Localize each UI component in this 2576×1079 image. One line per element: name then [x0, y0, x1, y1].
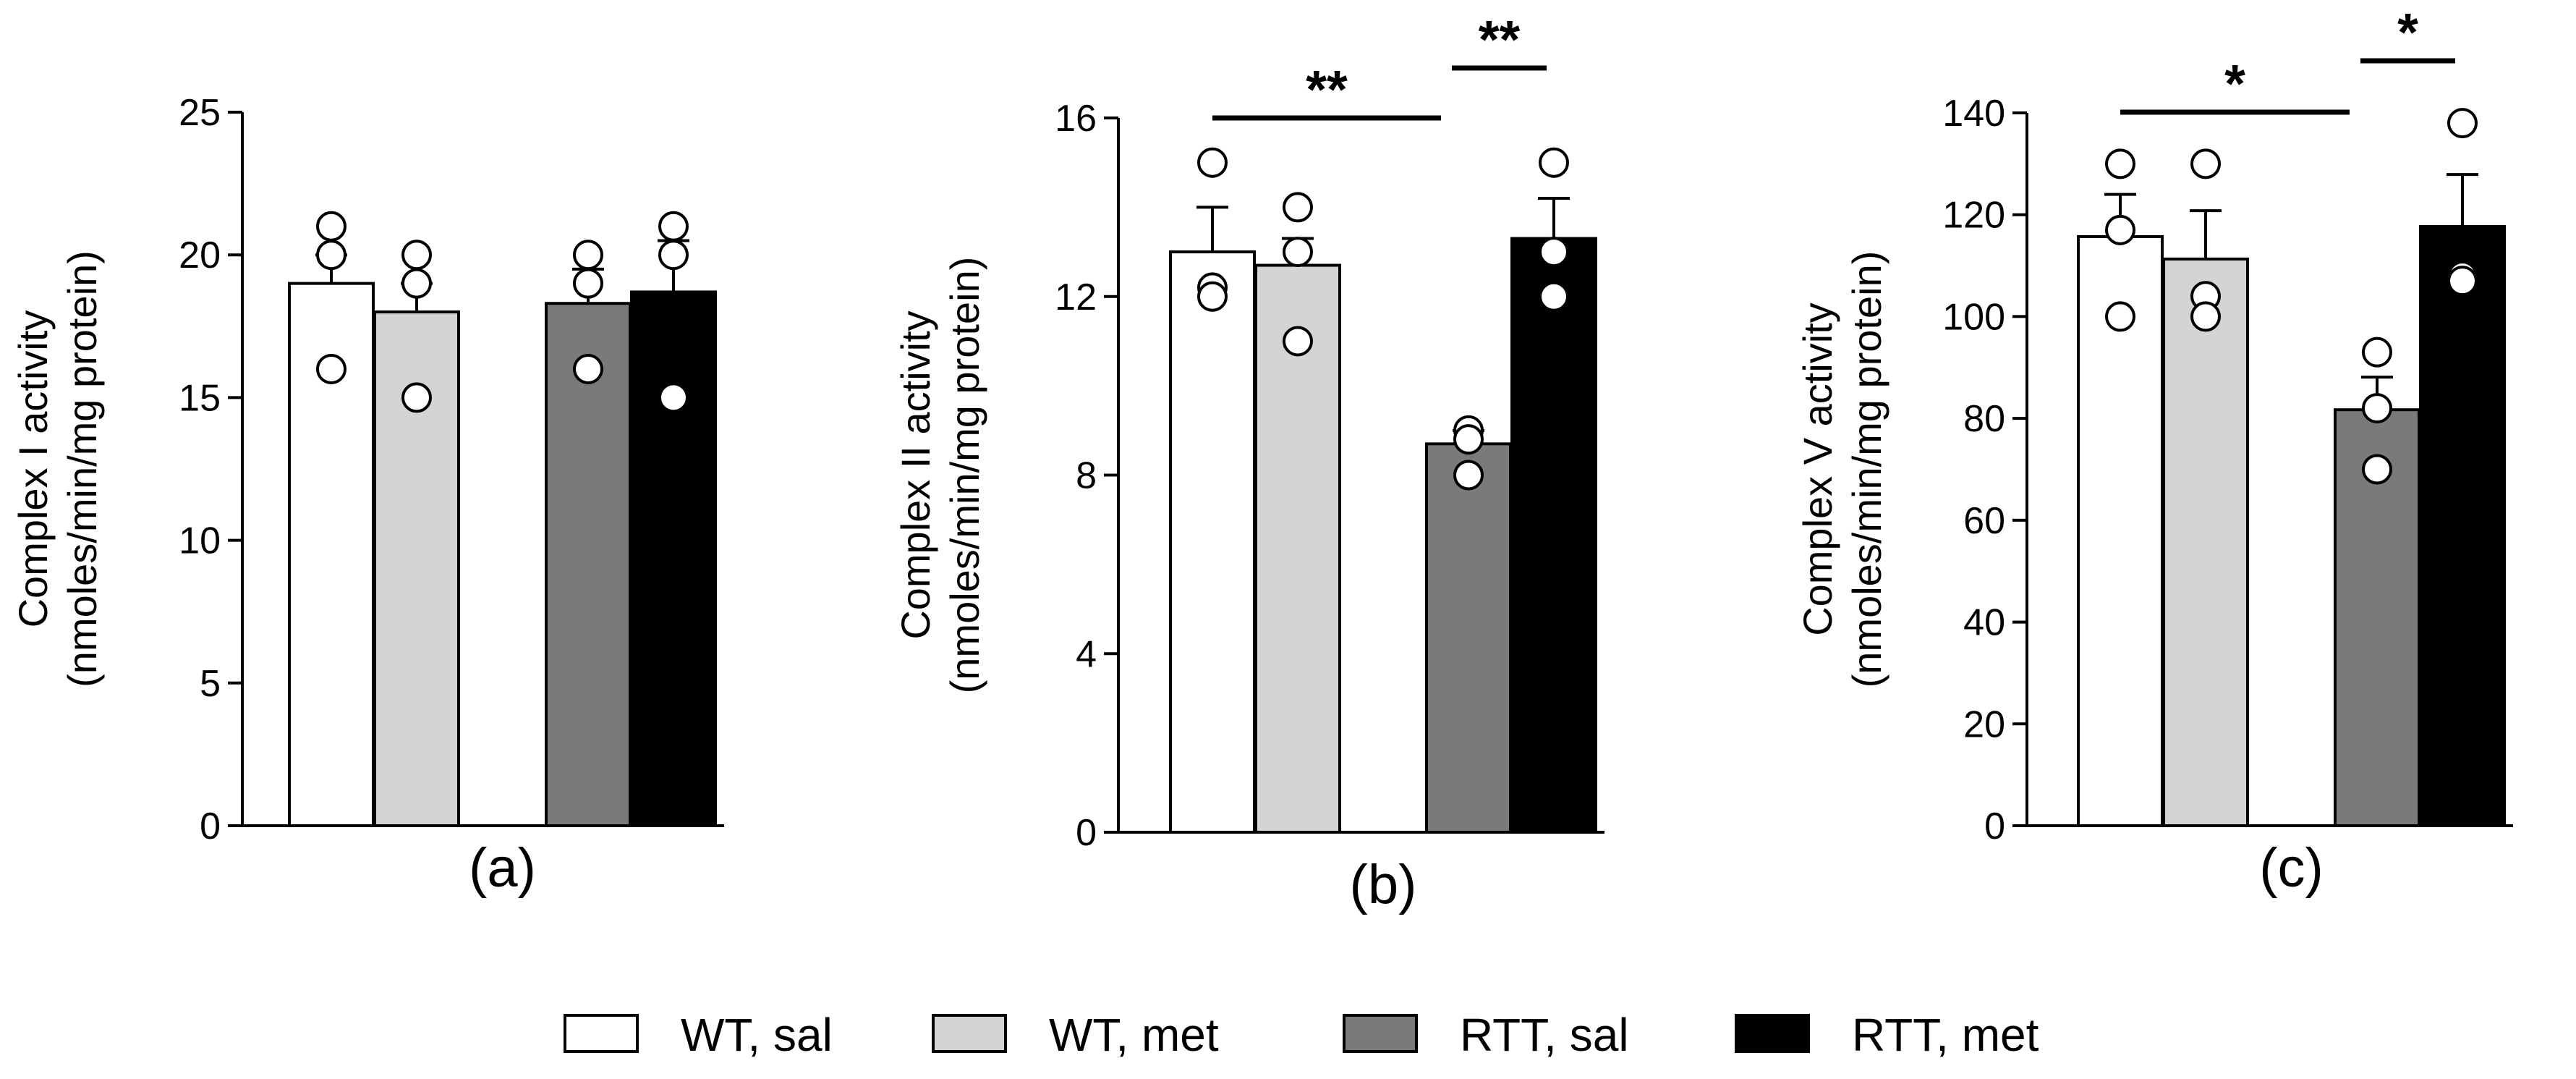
data-point [573, 268, 603, 299]
y-tick-label: 0 [200, 805, 221, 847]
panel-a-chart: 0 5 10 15 20 25 Complex I activity (nmoles/min/… [10, 92, 724, 899]
bar-rtt-met [2419, 224, 2506, 827]
y-tick-label: 8 [1076, 455, 1097, 497]
data-point [316, 211, 347, 242]
y-tick-label: 80 [1963, 398, 2005, 440]
data-point [2362, 337, 2392, 368]
data-point [401, 240, 432, 271]
legend-swatch [1735, 1014, 1810, 1053]
data-point [2447, 108, 2478, 139]
y-axis-label-units: (nmoles/min/mg protein) [59, 250, 105, 687]
data-point [573, 240, 603, 271]
data-point [1197, 147, 1228, 178]
y-tick-label: 15 [179, 377, 221, 419]
y-axis-label: Complex I activity [10, 310, 56, 628]
y-axis-label: Complex II activity [893, 310, 938, 639]
data-point [1539, 281, 1569, 312]
y-tick-label: 20 [179, 234, 221, 276]
data-point [1539, 237, 1569, 268]
bar-rtt-met [630, 290, 717, 827]
data-point [1453, 424, 1484, 455]
significance-label: ** [1306, 59, 1348, 119]
data-point [1197, 281, 1228, 312]
y-tick-label: 5 [200, 663, 221, 705]
y-tick-label: 0 [1076, 812, 1097, 854]
y-tick-label: 140 [1942, 93, 2005, 135]
legend-label: WT, met [1049, 1009, 1219, 1061]
y-tick-label: 25 [179, 92, 221, 134]
y-tick-label: 4 [1076, 633, 1097, 675]
data-point [316, 353, 347, 384]
bar-wt-met [2162, 257, 2249, 827]
y-tick-label: 40 [1963, 602, 2005, 644]
bar-wt-sal [1169, 250, 1256, 834]
data-point [658, 211, 689, 242]
bar-rtt-sal [1425, 442, 1512, 834]
bar-rtt-met [1510, 237, 1597, 834]
y-tick-label: 12 [1055, 276, 1097, 318]
data-point [1283, 237, 1313, 268]
legend-label: RTT, sal [1460, 1009, 1629, 1061]
legend-label: RTT, met [1852, 1009, 2039, 1061]
significance-label: ** [1479, 9, 1521, 69]
data-point [658, 240, 689, 271]
data-point [2362, 454, 2392, 485]
y-tick-label: 20 [1963, 703, 2005, 745]
data-point [573, 353, 603, 384]
data-point [1539, 147, 1569, 178]
data-point [2362, 393, 2392, 424]
data-point [2190, 301, 2221, 332]
data-point [2105, 148, 2135, 179]
data-point [2447, 266, 2478, 297]
panel-label: (a) [469, 837, 536, 899]
significance-label: * [2397, 2, 2418, 62]
y-axis-label-units: (nmoles/min/mg protein) [1844, 251, 1890, 688]
data-point [1283, 192, 1313, 223]
data-point [1453, 460, 1484, 491]
panel-b-chart: 0 4 8 12 16 Complex II activity (nmoles/min/mg… [893, 9, 1604, 915]
legend-swatch [932, 1014, 1007, 1053]
y-tick-label: 100 [1942, 296, 2005, 338]
y-tick-label: 16 [1055, 98, 1097, 140]
y-tick-label: 10 [179, 520, 221, 562]
data-point [2105, 214, 2135, 245]
y-axis-label-units: (nmoles/min/mg protein) [942, 257, 987, 694]
data-point [316, 240, 347, 271]
data-point [401, 268, 432, 299]
panel-c-chart: 0 20 40 60 80 100 120 140 Complex V activity (nmo… [1795, 2, 2513, 899]
y-tick-label: 0 [1984, 805, 2005, 847]
bar-wt-met [1254, 263, 1341, 834]
bar-wt-sal [2077, 234, 2164, 828]
legend: WT, sal WT, met RTT, sal RTT, met [564, 1009, 2039, 1061]
data-point [658, 382, 689, 413]
legend-label: WT, sal [681, 1009, 833, 1061]
data-point [401, 382, 432, 413]
y-tick-label: 60 [1963, 500, 2005, 542]
panel-label: (c) [2259, 837, 2324, 899]
data-point [2190, 148, 2221, 179]
y-tick-label: 120 [1942, 195, 2005, 237]
significance-label: * [2224, 54, 2245, 114]
data-point [1283, 326, 1313, 357]
data-point [2105, 301, 2135, 332]
legend-swatch [1343, 1014, 1418, 1053]
legend-swatch [564, 1014, 639, 1053]
panel-label: (b) [1350, 854, 1417, 915]
y-axis-label: Complex V activity [1795, 302, 1840, 636]
